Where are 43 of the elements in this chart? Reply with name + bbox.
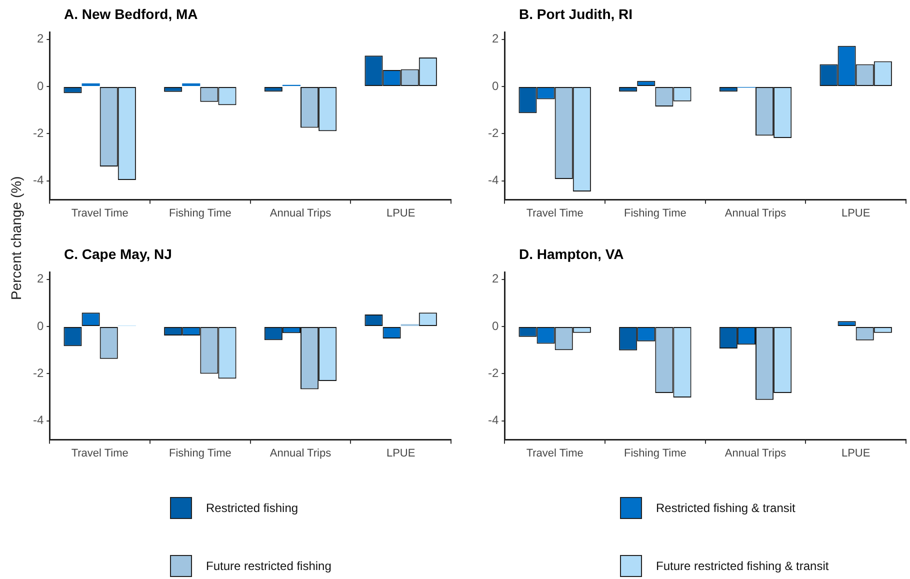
x-tick-label: Travel Time bbox=[71, 447, 128, 460]
x-tick-label: Annual Trips bbox=[270, 207, 332, 220]
y-tick-label: -2 bbox=[33, 366, 44, 380]
x-tick-label: LPUE bbox=[841, 447, 870, 460]
y-axis-title: Percent change (%) bbox=[8, 176, 24, 300]
bar bbox=[82, 83, 100, 86]
x-tick-label: Fishing Time bbox=[168, 207, 232, 220]
y-tick-label: 2 bbox=[36, 272, 44, 286]
x-tick-label: LPUE bbox=[386, 447, 416, 460]
y-tick-label: 0 bbox=[36, 78, 44, 93]
chart-title: B. Port Judith, RI bbox=[519, 6, 633, 22]
x-tick-label: Fishing Time bbox=[168, 447, 232, 460]
y-tick-label: 0 bbox=[36, 318, 44, 333]
x-tick-label: Travel Time bbox=[526, 207, 584, 220]
x-tick-label: Annual Trips bbox=[724, 207, 787, 220]
x-tick-label: Annual Trips bbox=[724, 447, 787, 460]
x-tick-label: LPUE bbox=[386, 207, 416, 220]
legend-label: Restricted fishing & transit bbox=[656, 501, 796, 515]
chart-title: A. New Bedford, MA bbox=[64, 6, 198, 22]
x-tick-label: Fishing Time bbox=[624, 207, 686, 220]
y-tick-label: -4 bbox=[33, 413, 44, 428]
y-tick-label: -2 bbox=[33, 126, 44, 140]
y-tick-label: -2 bbox=[488, 366, 499, 380]
y-tick-label: 0 bbox=[492, 78, 499, 93]
y-tick-label: 2 bbox=[492, 272, 499, 286]
x-tick-label: Travel Time bbox=[526, 447, 584, 460]
y-tick-label: -2 bbox=[488, 126, 499, 140]
legend-label: Restricted fishing bbox=[206, 501, 298, 515]
y-tick-label: 2 bbox=[492, 32, 499, 46]
bar bbox=[182, 83, 200, 86]
y-tick-label: 2 bbox=[36, 32, 44, 46]
chart-title: C. Cape May, NJ bbox=[64, 246, 172, 262]
y-tick-label: -4 bbox=[488, 173, 499, 188]
x-tick-label: Fishing Time bbox=[624, 447, 686, 460]
x-tick-label: LPUE bbox=[841, 207, 870, 220]
chart-title: D. Hampton, VA bbox=[519, 246, 624, 262]
y-tick-label: 0 bbox=[492, 318, 499, 333]
x-tick-label: Annual Trips bbox=[270, 447, 332, 460]
legend-label: Future restricted fishing & transit bbox=[656, 559, 829, 573]
y-tick-label: -4 bbox=[33, 173, 44, 188]
legend-label: Future restricted fishing bbox=[206, 559, 332, 573]
x-tick-label: Travel Time bbox=[71, 207, 128, 220]
y-tick-label: -4 bbox=[488, 413, 499, 428]
